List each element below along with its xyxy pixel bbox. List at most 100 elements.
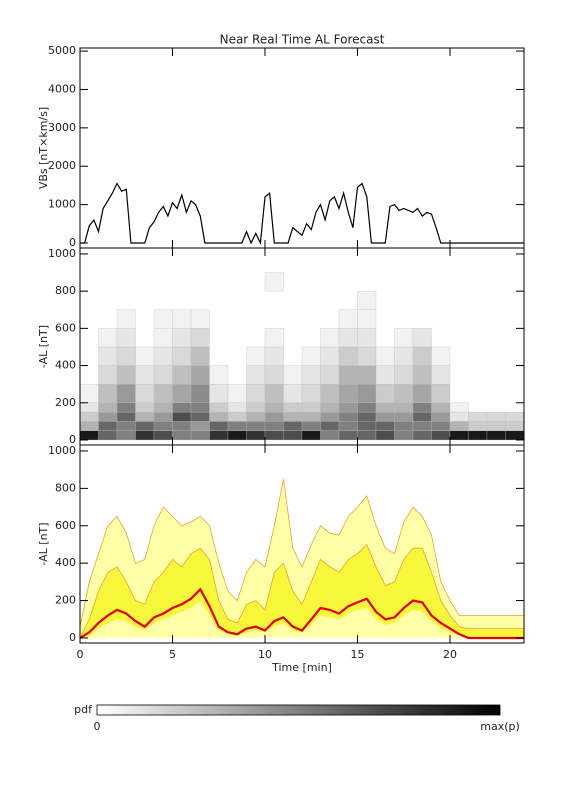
pdf-cell (412, 411, 432, 422)
axes-frame (79, 47, 525, 249)
y-tick-label: 1000 (48, 444, 76, 457)
y-tick-label: 4000 (48, 82, 76, 95)
pdf-cell (394, 328, 414, 348)
pdf-cell (394, 384, 414, 403)
pdf-cell (505, 411, 524, 422)
pdf-cell (338, 309, 358, 329)
pdf-cell (135, 421, 155, 431)
y-tick-label: 400 (55, 359, 76, 372)
band-edge (80, 478, 524, 627)
y-tick-label: 1000 (48, 247, 76, 260)
pdf-cell (264, 430, 284, 441)
pdf-cell (264, 328, 284, 348)
pdf-cell (283, 365, 303, 385)
pdf-cell (80, 411, 99, 422)
y-tick-label: 1000 (48, 198, 76, 211)
x-tick-label: 10 (258, 648, 272, 661)
y-tick-label: 5000 (48, 44, 76, 57)
pdf-cell (264, 346, 284, 366)
y-tick-label: 800 (55, 284, 76, 297)
y-tick-label: 400 (55, 556, 76, 569)
pdf-cell (320, 411, 340, 422)
pdf-cell (486, 421, 506, 431)
pdf-cell (320, 402, 340, 413)
pdf-cell (209, 421, 229, 431)
pdf-cell (98, 346, 118, 366)
x-tick-label: 0 (77, 648, 84, 661)
pdf-cell (283, 430, 303, 441)
axes-frame (79, 444, 525, 644)
pdf-cell (227, 430, 247, 441)
pdf-cell (135, 402, 155, 413)
pdf-cell (172, 402, 192, 413)
y-tick-label: 600 (55, 519, 76, 532)
pdf-cell (246, 365, 266, 385)
pdf-cell (375, 411, 395, 422)
pdf-cell (412, 365, 432, 385)
pdf-cell (357, 328, 377, 348)
pdf-cell (412, 384, 432, 403)
pdf-cell (320, 365, 340, 385)
pdf-cell (338, 421, 358, 431)
pdf-cell (301, 365, 321, 385)
colorbar (96, 704, 501, 716)
pdf-cell (357, 365, 377, 385)
pdf-cell (80, 402, 99, 413)
pdf-cell (98, 402, 118, 413)
pdf-cell (264, 384, 284, 403)
y-tick-label: 0 (69, 236, 76, 249)
pdf-cell (135, 346, 155, 366)
pdf-cell (320, 430, 340, 441)
pdf-cell (227, 384, 247, 403)
pdf-cell (116, 402, 136, 413)
pdf-cell (301, 411, 321, 422)
pdf-cell (209, 402, 229, 413)
pdf-cell (431, 402, 451, 413)
pdf-cell (153, 328, 173, 348)
pdf-cell (431, 430, 451, 441)
pdf-cell (153, 365, 173, 385)
pdf-cell (153, 309, 173, 329)
pdf-cell (116, 346, 136, 366)
pdf-cell (394, 365, 414, 385)
pdf-cell (227, 402, 247, 413)
band-edge (80, 543, 524, 639)
pdf-cell (264, 411, 284, 422)
pdf-cell (190, 309, 210, 329)
pdf-cell (283, 384, 303, 403)
pdf-cell (375, 365, 395, 385)
pdf-cell (246, 402, 266, 413)
pdf-cell (264, 272, 284, 292)
pdf-cell (320, 346, 340, 366)
pdf-cell (98, 328, 118, 348)
pdf-cell (98, 411, 118, 422)
pdf-cell (116, 384, 136, 403)
pdf-cell (283, 411, 303, 422)
percentile-band (80, 544, 524, 638)
pdf-cell (468, 421, 488, 431)
pdf-cell (357, 309, 377, 329)
pdf-cell (431, 346, 451, 366)
pdf-cell (375, 346, 395, 366)
pdf-cell (357, 346, 377, 366)
colorbar-label: pdf (74, 703, 93, 716)
pdf-cell (227, 421, 247, 431)
pdf-cell (190, 411, 210, 422)
plot-area (80, 272, 524, 441)
pdf-cell (116, 309, 136, 329)
pdf-cell (80, 430, 99, 441)
pdf-cell (116, 421, 136, 431)
x-tick-label: 20 (443, 648, 457, 661)
pdf-cell (116, 365, 136, 385)
pdf-cell (246, 421, 266, 431)
pdf-cell (375, 402, 395, 413)
pdf-cell (246, 384, 266, 403)
pdf-cell (172, 346, 192, 366)
pdf-cell (394, 402, 414, 413)
pdf-cell (135, 411, 155, 422)
pdf-cell (394, 411, 414, 422)
pdf-cell (246, 346, 266, 366)
pdf-cell (394, 421, 414, 431)
y-axis-label: -AL [nT] (37, 325, 50, 368)
